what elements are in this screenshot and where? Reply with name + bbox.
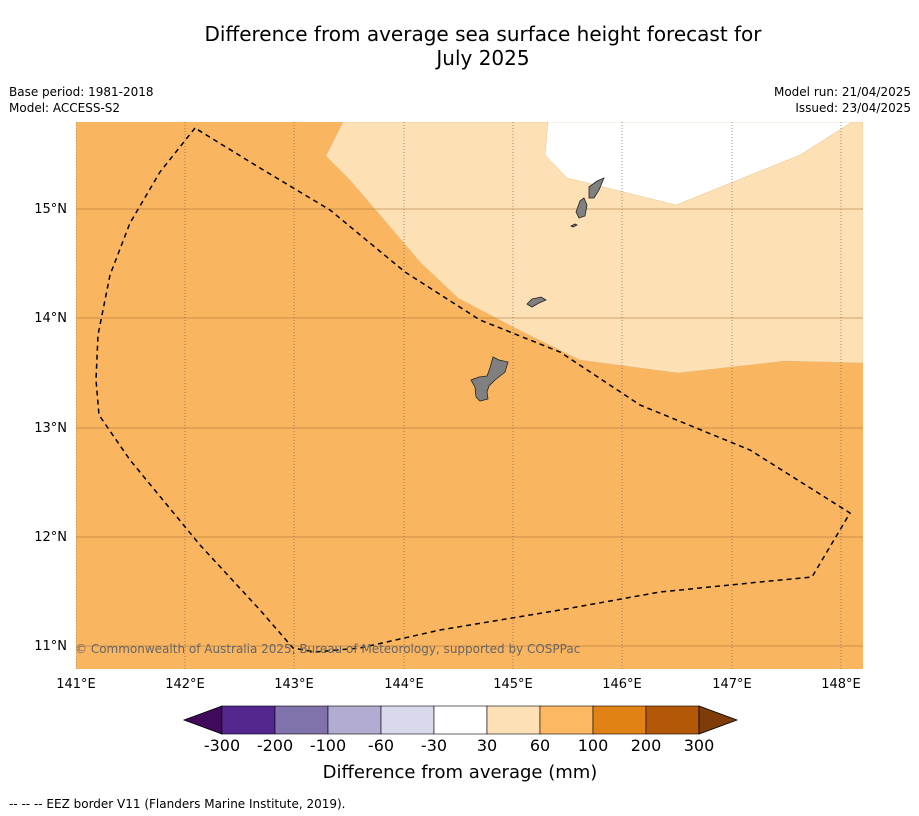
eez-border: [95, 127, 852, 653]
lon-label-143e: 143°E: [274, 677, 314, 692]
colorbar-arrow-high: [698, 705, 739, 735]
eez-footnote: -- -- -- EEZ border V11 (Flanders Marine…: [9, 797, 346, 811]
colorbar-segment: [327, 705, 382, 735]
colorbar-segment: [433, 705, 488, 735]
lat-label-14n: 14°N: [34, 311, 67, 326]
title-line-1: Difference from average sea surface heig…: [204, 22, 762, 46]
colorbar-segment: [221, 705, 276, 735]
colorbar-tick-label: -60: [368, 736, 394, 755]
lon-label-148e: 148°E: [821, 677, 861, 692]
title-line-2: July 2025: [436, 46, 530, 70]
colorbar-segment: [645, 705, 700, 735]
colorbar-tick-label: 200: [631, 736, 662, 755]
colorbar: [182, 705, 739, 735]
lon-label-146e: 146°E: [602, 677, 642, 692]
base-period: Base period: 1981-2018: [9, 85, 154, 99]
colorbar-segment: [486, 705, 541, 735]
latitude-labels: 15°N 14°N 13°N 12°N 11°N: [34, 202, 67, 654]
colorbar-tick-label: 60: [530, 736, 550, 755]
guam-island: [470, 356, 509, 402]
colorbar-tick-label: -200: [257, 736, 293, 755]
meta-left: Base period: 1981-2018 Model: ACCESS-S2: [9, 84, 154, 116]
copyright-notice: © Commonwealth of Australia 2025, Bureau…: [75, 642, 580, 656]
colorbar-title: Difference from average (mm): [323, 762, 598, 783]
colorbar-segment: [539, 705, 594, 735]
colorbar-tick-label: -30: [421, 736, 447, 755]
band-30-60: [325, 122, 863, 374]
saipan-island: [588, 177, 605, 199]
map-title: Difference from average sea surface heig…: [0, 22, 919, 70]
longitude-labels: 141°E 142°E 143°E 144°E 145°E 146°E 147°…: [56, 677, 861, 692]
model-name: Model: ACCESS-S2: [9, 101, 121, 115]
band-neutral: [544, 122, 853, 206]
lon-label-141e: 141°E: [56, 677, 96, 692]
aguijan-island: [570, 223, 578, 228]
model-run: Model run: 21/04/2025: [773, 85, 911, 99]
lat-label-15n: 15°N: [34, 202, 67, 217]
lon-label-144e: 144°E: [384, 677, 424, 692]
colorbar-segment: [592, 705, 647, 735]
lat-label-12n: 12°N: [34, 530, 67, 545]
colorbar-tick-label: -300: [204, 736, 240, 755]
meta-right: Model run: 21/04/2025 Issued: 23/04/2025: [774, 84, 911, 116]
map-area: © Commonwealth of Australia 2025, Bureau…: [75, 122, 863, 669]
lon-label-147e: 147°E: [712, 677, 752, 692]
rota-island: [526, 296, 547, 308]
gridlines: [76, 122, 842, 669]
colorbar-tick-label: -100: [310, 736, 346, 755]
colorbar-segment: [274, 705, 329, 735]
colorbar-segment: [380, 705, 435, 735]
colorbar-labels: -300 -200 -100 -60 -30 30 60 100 200 300: [204, 736, 714, 755]
lat-label-11n: 11°N: [34, 639, 67, 654]
colorbar-tick-label: 100: [578, 736, 609, 755]
islands: [470, 177, 605, 402]
lon-label-145e: 145°E: [493, 677, 533, 692]
tinian-island: [575, 197, 588, 219]
lat-gridlines: [76, 208, 863, 647]
colorbar-arrow-low: [182, 705, 223, 735]
colorbar-tick-label: 300: [684, 736, 715, 755]
lon-label-142e: 142°E: [165, 677, 205, 692]
colorbar-tick-label: 30: [477, 736, 497, 755]
lat-label-13n: 13°N: [34, 421, 67, 436]
issued-date: Issued: 23/04/2025: [795, 101, 911, 115]
